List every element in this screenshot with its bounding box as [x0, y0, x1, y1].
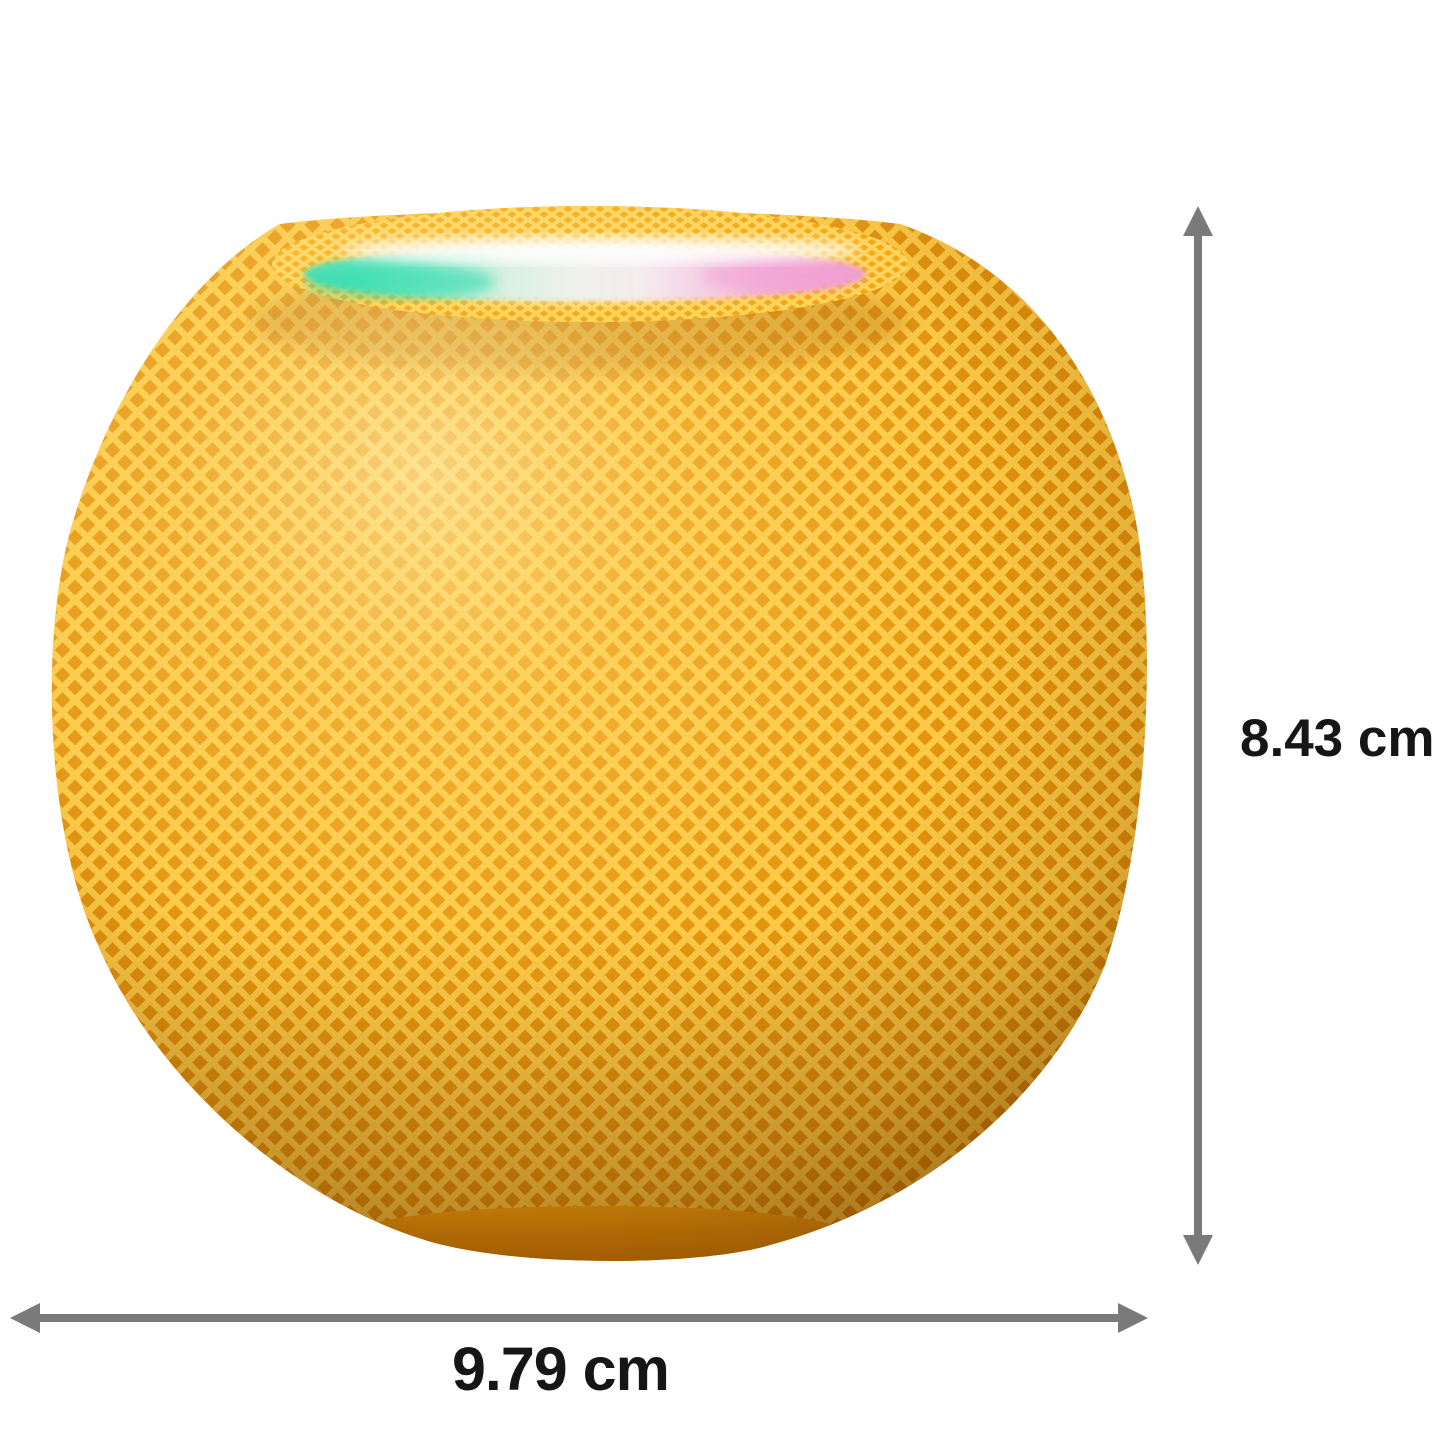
- arrow-left-icon: [10, 1303, 40, 1333]
- width-arrow-shaft: [36, 1314, 1122, 1322]
- height-dimension-label: 8.43 cm: [1240, 709, 1435, 768]
- width-dimension-arrow: [10, 1303, 1148, 1333]
- height-dimension-arrow: [1183, 206, 1213, 1265]
- arrow-up-icon: [1183, 206, 1213, 236]
- arrow-down-icon: [1183, 1235, 1213, 1265]
- height-arrow-shaft: [1194, 232, 1202, 1239]
- arrow-right-icon: [1118, 1303, 1148, 1333]
- width-dimension-label: 9.79 cm: [452, 1335, 670, 1403]
